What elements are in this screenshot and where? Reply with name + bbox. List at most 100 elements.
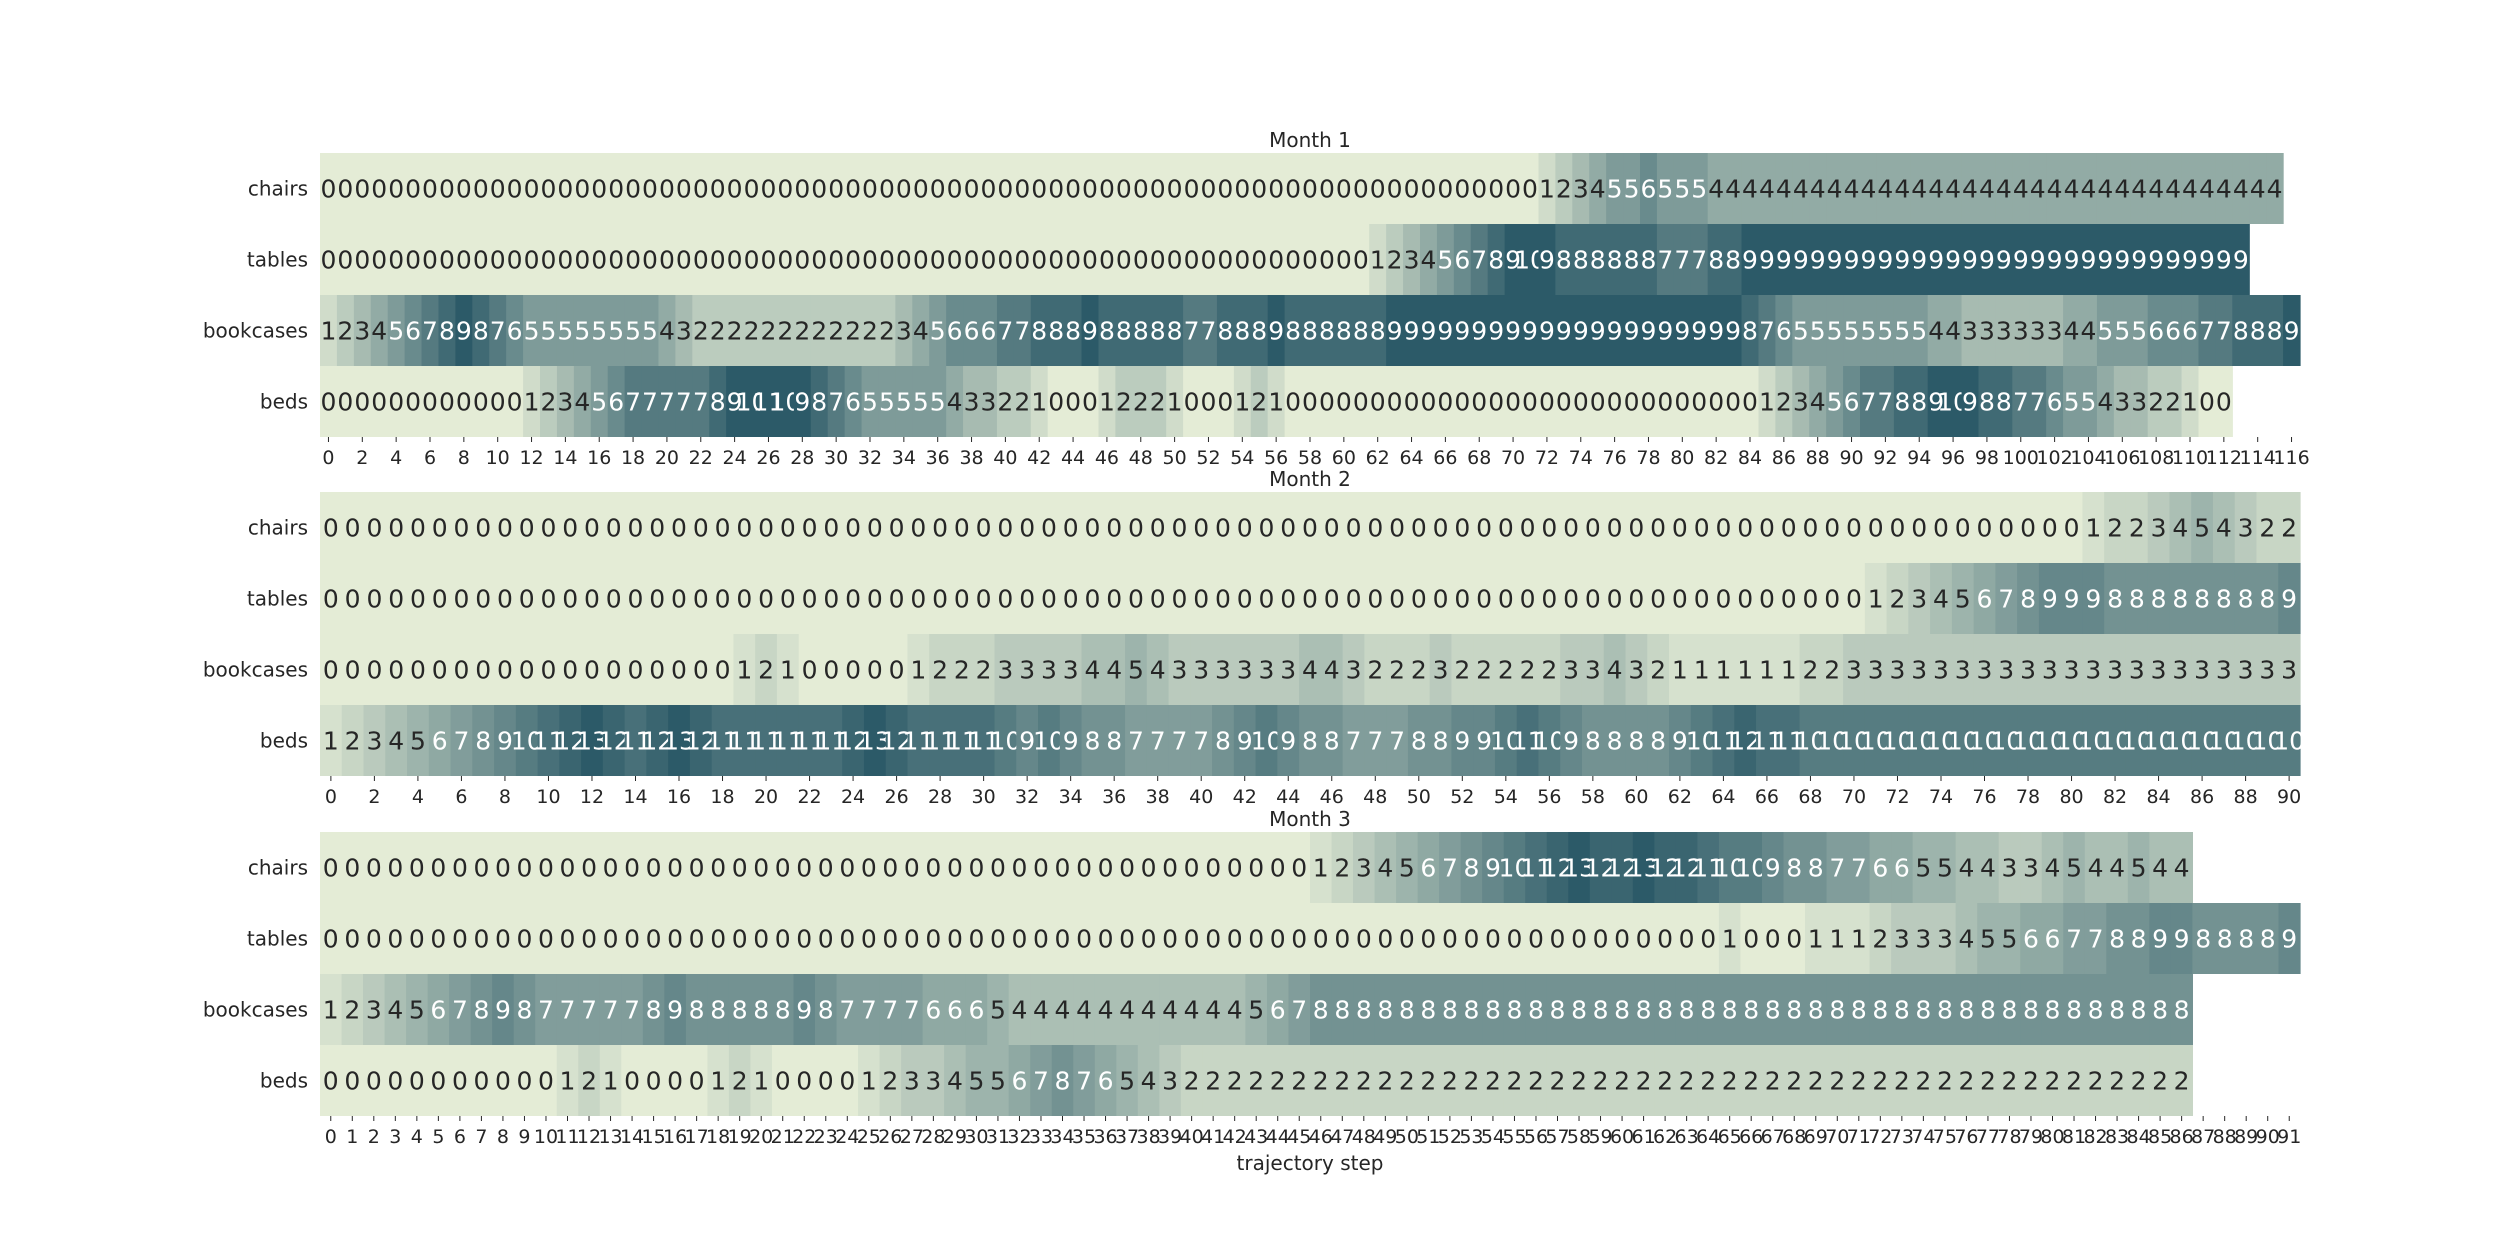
cell-value: 10	[1686, 727, 1718, 756]
cell-value: 10	[1838, 727, 1870, 756]
heatmap-cell	[1805, 1045, 1828, 1116]
heatmap-cell	[1098, 224, 1116, 295]
x-tick-label: 45	[1287, 1126, 1311, 1148]
heatmap-cell	[559, 492, 582, 563]
cell-value: 8	[2233, 317, 2249, 346]
x-tick-label: 72	[1885, 786, 1909, 808]
x-tick-label: 32	[1015, 786, 1039, 808]
heatmap-cell	[1756, 705, 1779, 776]
cell-value: 0	[432, 585, 448, 614]
x-tick-label: 32	[858, 447, 882, 469]
heatmap-cell	[1934, 832, 1957, 903]
heatmap-cell	[878, 366, 896, 437]
heatmap-cell	[1266, 832, 1290, 903]
heatmap-cell	[1352, 295, 1370, 366]
heatmap-cell	[320, 974, 343, 1045]
cell-value: 5	[1810, 317, 1826, 346]
heatmap-cell	[1016, 634, 1039, 705]
heatmap-cell	[1690, 295, 1709, 366]
cell-value: 8	[689, 996, 705, 1025]
heatmap-cell	[1081, 224, 1100, 295]
cell-value: 0	[1628, 514, 1644, 543]
x-tick-label: 1	[346, 1126, 358, 1148]
heatmap-cell	[1809, 153, 1827, 224]
x-tick-label: 6	[424, 447, 436, 469]
cell-value: 4	[2088, 854, 2104, 883]
heatmap-cell	[472, 705, 495, 776]
cell-value: 0	[1334, 925, 1350, 954]
heatmap-cell	[1094, 903, 1117, 974]
heatmap-cell	[320, 634, 343, 705]
heatmap-cell	[1267, 295, 1286, 366]
heatmap-cell	[692, 224, 710, 295]
cell-value: 3	[2238, 514, 2254, 543]
cell-value: 13	[663, 727, 695, 756]
cell-value: 8	[1722, 996, 1738, 1025]
heatmap-cell	[1331, 1045, 1354, 1116]
heatmap-cell	[1560, 634, 1583, 705]
heatmap-cell	[1761, 832, 1785, 903]
cell-value: 1	[910, 656, 926, 685]
x-tick-label: 63	[1675, 1126, 1699, 1148]
cell-value: 0	[562, 514, 578, 543]
cell-value: 2	[732, 1067, 748, 1096]
heatmap-cell	[1267, 366, 1286, 437]
cell-value: 0	[1237, 585, 1253, 614]
cell-value: 0	[581, 854, 597, 883]
heatmap-cell	[407, 563, 430, 634]
cell-value: 8	[775, 996, 791, 1025]
cell-value: 9	[2097, 246, 2113, 275]
heatmap-cell	[1799, 563, 1822, 634]
cell-value: 0	[1055, 854, 1071, 883]
heatmap-cell	[1482, 1045, 1505, 1116]
cell-value: 0	[1488, 175, 1504, 204]
cell-value: 0	[947, 246, 963, 275]
heatmap-cell	[1369, 366, 1387, 437]
heatmap-cell	[1843, 295, 1861, 366]
x-tick-label: 20	[749, 1126, 773, 1148]
cell-value: 4	[2216, 514, 2232, 543]
cell-value: 10	[1882, 727, 1914, 756]
cell-value: 0	[867, 585, 883, 614]
cell-value: 4	[2030, 175, 2046, 204]
heatmap-cell	[1342, 705, 1365, 776]
heatmap-cell	[743, 153, 761, 224]
heatmap-cell	[1961, 366, 1980, 437]
cell-value: 9	[1776, 246, 1792, 275]
heatmap-cell	[1284, 224, 1303, 295]
cell-value: 0	[693, 585, 709, 614]
heatmap-cell	[1439, 1045, 1462, 1116]
cell-value: 0	[1404, 388, 1420, 417]
cell-value: 2	[1722, 1067, 1738, 1096]
cell-value: 0	[1437, 388, 1453, 417]
heatmap-cell	[1460, 903, 1483, 974]
cell-value: 3	[1793, 388, 1809, 417]
heatmap-cell	[1718, 1045, 1742, 1116]
cell-value: 0	[1674, 388, 1690, 417]
row-label: beds	[260, 1069, 308, 1093]
cell-value: 5	[1877, 317, 1893, 346]
cell-value: 0	[1356, 925, 1372, 954]
x-tick-label: 34	[892, 447, 916, 469]
x-tick-label: 74	[1569, 447, 1593, 469]
heatmap-cell	[1420, 153, 1438, 224]
cell-value: 0	[562, 656, 578, 685]
cell-value: 1	[1759, 388, 1775, 417]
cell-value: 5	[1437, 246, 1453, 275]
heatmap-cell	[607, 295, 626, 366]
cell-value: 2	[777, 317, 793, 346]
heatmap-cell	[1516, 634, 1540, 705]
cell-value: 2	[1248, 1067, 1264, 1096]
cell-value: 0	[1781, 585, 1797, 614]
cell-value: 0	[584, 514, 600, 543]
cell-value: 8	[1217, 317, 1233, 346]
cell-value: 0	[1488, 388, 1504, 417]
cell-value: 7	[1171, 727, 1187, 756]
cell-value: 1	[321, 317, 337, 346]
cell-value: 0	[1234, 175, 1250, 204]
heatmap-cell	[353, 366, 372, 437]
heatmap-cell	[1073, 903, 1096, 974]
heatmap-cell	[1364, 705, 1387, 776]
x-tick-label: 77	[1976, 1126, 2000, 1148]
heatmap-cell	[2149, 1045, 2172, 1116]
